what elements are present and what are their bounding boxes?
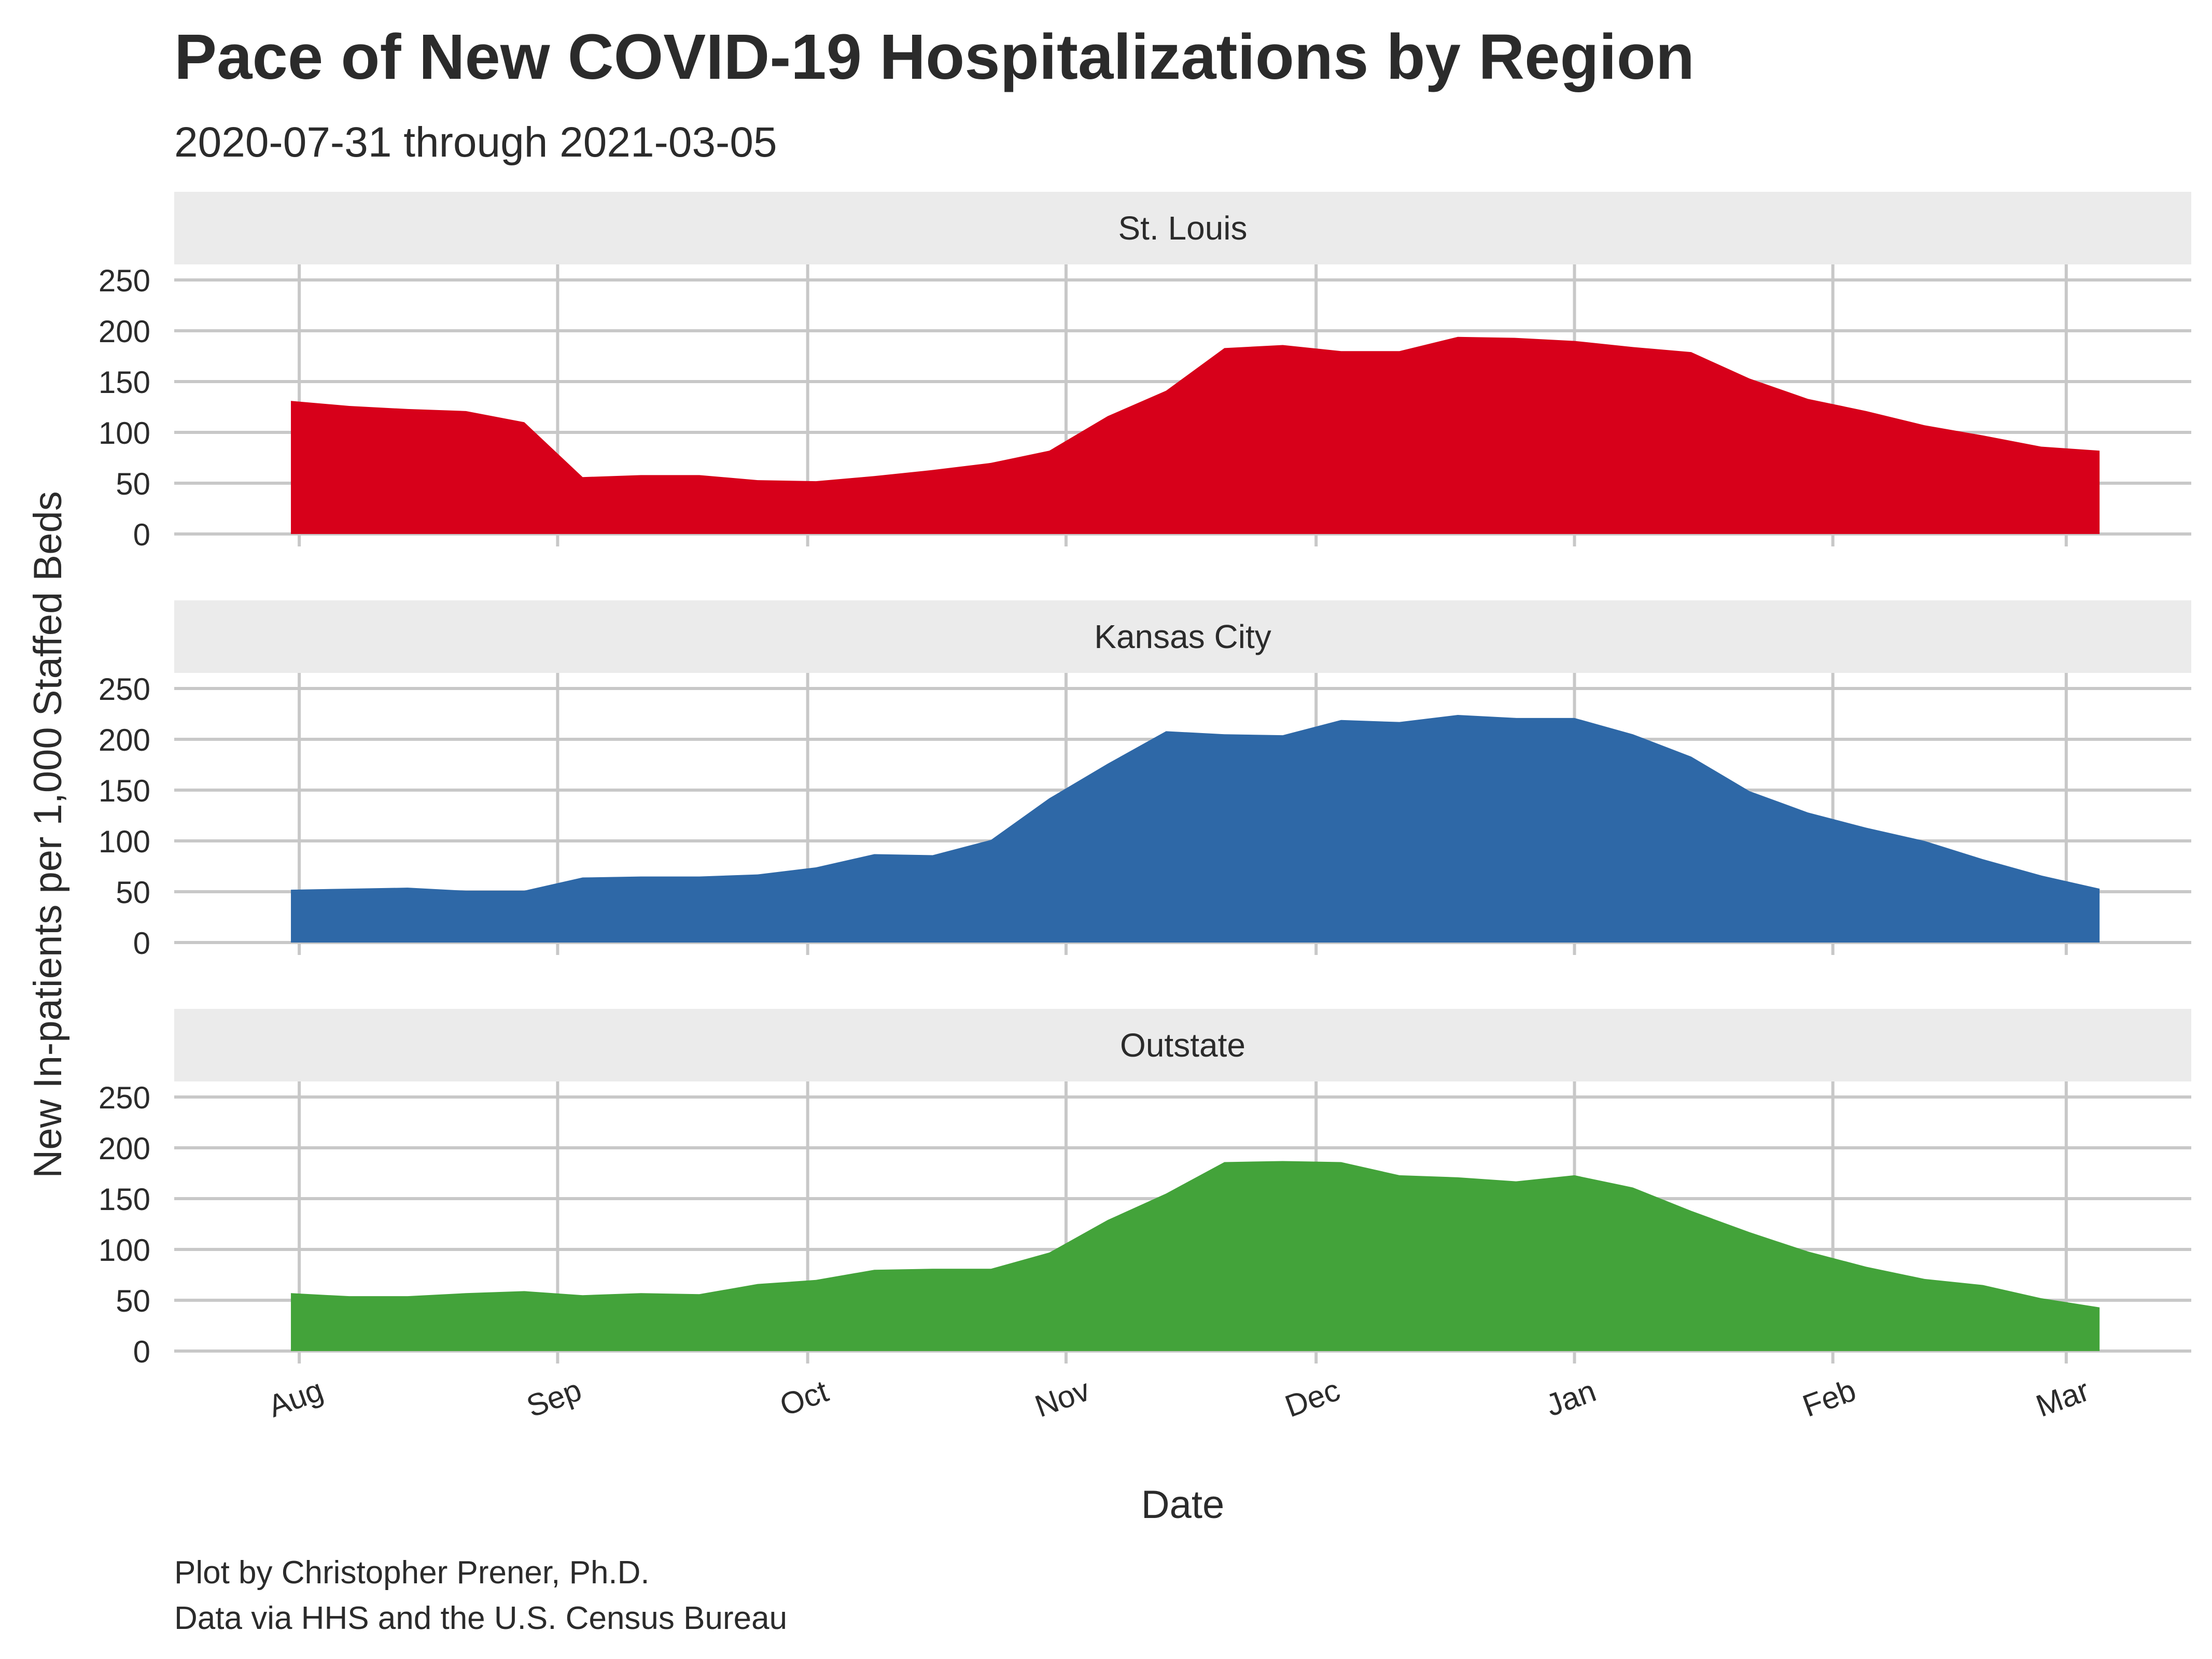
panel-strip xyxy=(174,600,2191,673)
y-tick-label: 0 xyxy=(133,1334,150,1369)
y-tick-label: 250 xyxy=(99,1080,150,1115)
y-tick-label: 250 xyxy=(99,672,150,707)
y-tick-label: 150 xyxy=(99,1182,150,1217)
y-tick-label: 200 xyxy=(99,723,150,757)
y-tick-label: 50 xyxy=(116,467,150,501)
x-axis-title: Date xyxy=(1141,1483,1225,1527)
area-series-st-louis xyxy=(291,336,2100,534)
y-tick-label: 200 xyxy=(99,314,150,349)
y-tick-label: 50 xyxy=(116,1284,150,1318)
area-series-kansas-city xyxy=(291,714,2100,943)
y-tick-label: 100 xyxy=(99,416,150,451)
y-tick-label: 150 xyxy=(99,774,150,808)
x-tick-label: Oct xyxy=(775,1373,833,1423)
x-tick-label: Mar xyxy=(2032,1373,2094,1424)
area-series-outstate xyxy=(291,1161,2100,1351)
y-tick-label: 100 xyxy=(99,824,150,859)
y-tick-label: 0 xyxy=(133,517,150,552)
panel-strip-label: St. Louis xyxy=(1118,209,1247,247)
chart-subtitle: 2020-07-31 through 2021-03-05 xyxy=(174,119,777,166)
panel-strip-label: Kansas City xyxy=(1094,618,1271,655)
y-tick-label: 200 xyxy=(99,1131,150,1166)
x-tick-label: Nov xyxy=(1030,1372,1094,1424)
y-tick-label: 100 xyxy=(99,1233,150,1268)
chart-caption: Plot by Christopher Prener, Ph.D. Data v… xyxy=(174,1550,787,1641)
x-tick-label: Feb xyxy=(1798,1373,1860,1424)
y-axis-title: New In-patients per 1,000 Staffed Beds xyxy=(26,491,70,1178)
y-tick-label: 0 xyxy=(133,926,150,961)
y-tick-label: 250 xyxy=(99,263,150,298)
panel-strip xyxy=(174,192,2191,264)
panel-strip-label: Outstate xyxy=(1120,1027,1245,1064)
x-tick-label: Aug xyxy=(263,1372,327,1424)
caption-source: Data via HHS and the U.S. Census Bureau xyxy=(174,1600,788,1636)
y-tick-label: 150 xyxy=(99,365,150,400)
caption-author: Plot by Christopher Prener, Ph.D. xyxy=(174,1555,650,1591)
panel-strip xyxy=(174,1009,2191,1081)
x-tick-label: Jan xyxy=(1542,1373,1601,1423)
y-tick-label: 50 xyxy=(116,875,150,910)
chart-title: Pace of New COVID-19 Hospitalizations by… xyxy=(174,22,1695,93)
x-tick-label: Dec xyxy=(1281,1372,1345,1424)
x-tick-label: Sep xyxy=(522,1372,586,1424)
